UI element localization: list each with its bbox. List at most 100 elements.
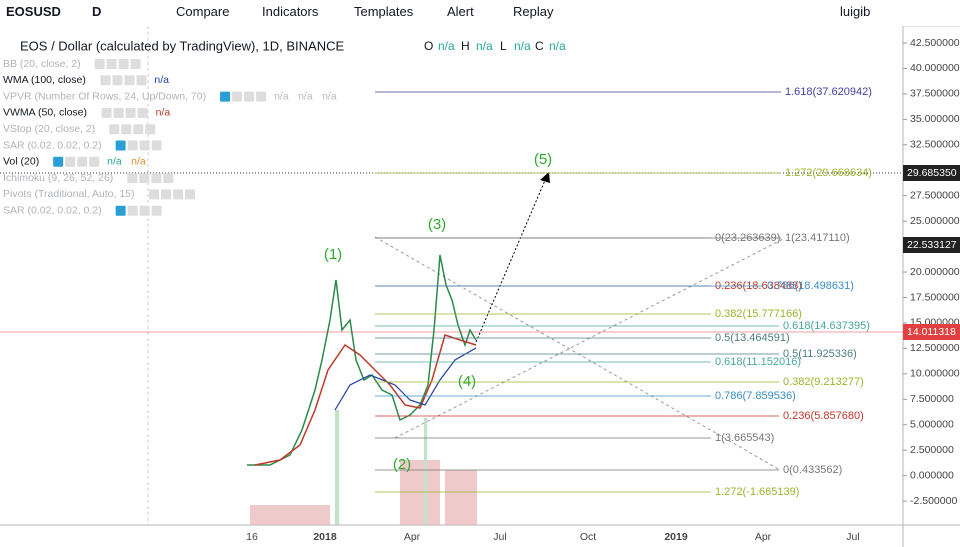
alert-button[interactable]: Alert	[447, 4, 474, 19]
indicator-icon[interactable]	[118, 59, 129, 69]
symbol[interactable]: EOSUSD	[6, 4, 61, 19]
indicator-icon[interactable]	[106, 59, 117, 69]
price-label: 32.500000	[910, 139, 960, 151]
indicator-name[interactable]: Ichimoku (9, 26, 52, 26)	[3, 172, 113, 184]
indicator-icon[interactable]	[113, 107, 124, 118]
indicator-icon[interactable]	[53, 156, 64, 167]
indicator-icon[interactable]	[127, 205, 138, 216]
indicator-icon[interactable]	[115, 205, 126, 216]
indicator-icon[interactable]	[220, 91, 231, 102]
indicator-icon[interactable]	[112, 75, 123, 86]
wave-label: (2)	[393, 456, 411, 473]
time-label: Apr	[755, 531, 772, 543]
indicator-icon[interactable]	[77, 156, 88, 167]
ohlc-value: n/a	[476, 39, 493, 53]
volume-area	[250, 505, 330, 525]
indicator-icon[interactable]	[127, 173, 138, 184]
indicator-icon[interactable]	[139, 173, 150, 184]
indicator-value: n/a	[131, 156, 146, 168]
indicator-icon[interactable]	[125, 107, 136, 118]
indicator-name[interactable]: BB (20, close, 2)	[3, 58, 81, 70]
arrow-head	[540, 172, 550, 183]
indicator-value: n/a	[298, 90, 313, 102]
ohlc-key: O	[424, 39, 433, 53]
volume-bars	[250, 410, 477, 525]
legend-title: EOS / Dollar (calculated by TradingView)…	[20, 38, 344, 53]
indicator-value: n/a	[156, 107, 171, 119]
indicator-icon[interactable]	[136, 75, 147, 86]
indicator-name[interactable]: Pivots (Traditional, Auto, 15)	[3, 188, 135, 200]
templates-button[interactable]: Templates	[354, 4, 414, 19]
fib-label: 0.618(14.637395)	[783, 320, 870, 332]
replay-button[interactable]: Replay	[513, 4, 554, 19]
volume-bar	[424, 418, 427, 525]
indicator-value: n/a	[107, 156, 122, 168]
fib-label: 0.236(5.857680)	[783, 410, 864, 422]
time-label: Jul	[493, 531, 506, 543]
indicator-icon[interactable]	[100, 75, 111, 86]
ohlc-value: n/a	[514, 39, 531, 53]
indicator-value: n/a	[322, 90, 337, 102]
indicator-icon[interactable]	[145, 124, 156, 135]
indicator-icon[interactable]	[149, 189, 160, 200]
indicator-icon[interactable]	[151, 140, 162, 151]
indicator-icon[interactable]	[173, 189, 184, 200]
ohlc-key: C	[535, 39, 544, 53]
indicator-icon[interactable]	[232, 91, 243, 102]
indicator-name[interactable]: SAR (0.02, 0.02, 0.2)	[3, 139, 102, 151]
indicator-icon[interactable]	[185, 189, 196, 200]
interval[interactable]: D	[92, 4, 102, 19]
indicator-icon[interactable]	[121, 124, 132, 135]
price-label: 25.000000	[910, 215, 960, 227]
user-name[interactable]: luigib	[840, 4, 871, 19]
indicators-button[interactable]: Indicators	[262, 4, 319, 19]
indicator-name[interactable]: SAR (0.02, 0.02, 0.2)	[3, 204, 102, 216]
fib-label: 1(3.665543)	[715, 432, 774, 444]
indicator-icon[interactable]	[256, 91, 267, 102]
indicator-name[interactable]: WMA (100, close)	[3, 74, 86, 86]
time-label: 2019	[664, 531, 688, 543]
indicator-icon[interactable]	[101, 107, 112, 118]
time-label: 2018	[313, 531, 337, 543]
indicator-icon[interactable]	[151, 173, 162, 184]
indicator-icon[interactable]	[115, 140, 126, 151]
indicator-icon[interactable]	[94, 59, 105, 69]
fib-label: 0.5(13.464591)	[715, 332, 790, 344]
wave-label: (5)	[534, 151, 552, 168]
fib-label: 0.5(11.925336)	[783, 348, 857, 360]
time-label: 16	[246, 531, 258, 543]
indicator-icon[interactable]	[89, 156, 100, 167]
indicator-icon[interactable]	[139, 205, 150, 216]
compare-button[interactable]: Compare	[176, 4, 230, 19]
projection-arrow	[475, 177, 547, 343]
indicator-icon[interactable]	[124, 75, 135, 86]
price-label: -2.500000	[910, 495, 957, 507]
wave-label: (4)	[458, 373, 476, 390]
price-label: 12.500000	[910, 342, 960, 354]
price-marker-bg	[903, 237, 960, 253]
indicator-icon[interactable]	[130, 59, 141, 69]
fib-trend-line	[394, 237, 786, 439]
fib-label: 0.382(15.777166)	[715, 308, 802, 320]
indicator-icon[interactable]	[137, 107, 148, 118]
indicator-name[interactable]: VStop (20, close, 2)	[3, 123, 95, 135]
indicator-name[interactable]: VWMA (50, close)	[3, 107, 87, 119]
indicator-name[interactable]: VPVR (Number Of Rows, 24, Up/Down, 70)	[3, 90, 206, 102]
indicator-value: n/a	[154, 74, 169, 86]
indicator-icon[interactable]	[139, 140, 150, 151]
indicator-icon[interactable]	[151, 205, 162, 216]
indicator-icon[interactable]	[163, 173, 174, 184]
indicator-icon[interactable]	[127, 140, 138, 151]
wave-label: (3)	[428, 216, 446, 233]
indicator-icon[interactable]	[109, 124, 120, 135]
indicator-icon[interactable]	[161, 189, 172, 200]
price-label: 42.500000	[910, 37, 960, 49]
fib-label: 0.618(11.152016)	[715, 356, 801, 368]
indicator-icon[interactable]	[244, 91, 255, 102]
price-marker: 22.533127	[907, 239, 957, 251]
fib-label: 0(0.433562)	[783, 464, 842, 476]
indicator-icon[interactable]	[65, 156, 76, 167]
indicator-icon[interactable]	[133, 124, 144, 135]
fib-label: 1.618(37.620942)	[785, 86, 872, 98]
indicator-name[interactable]: Vol (20)	[3, 156, 39, 168]
